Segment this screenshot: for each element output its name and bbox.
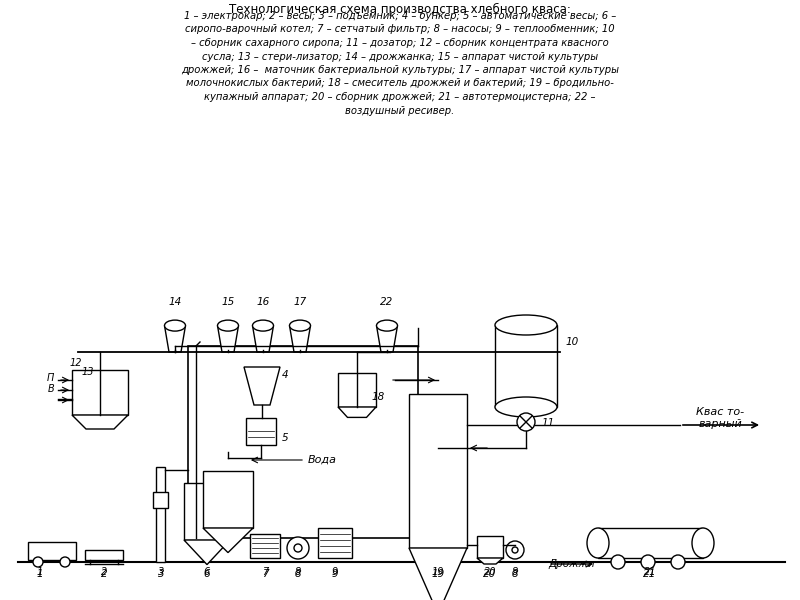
Text: 20: 20 <box>484 567 496 577</box>
Ellipse shape <box>377 320 398 331</box>
Polygon shape <box>184 482 230 540</box>
Bar <box>318 528 352 558</box>
Text: 9: 9 <box>332 567 338 577</box>
Text: 8: 8 <box>512 569 518 579</box>
Text: 9: 9 <box>332 569 338 579</box>
Text: воздушный ресивер.: воздушный ресивер. <box>346 106 454 115</box>
Circle shape <box>517 413 535 431</box>
Bar <box>246 418 276 445</box>
Polygon shape <box>244 367 280 405</box>
Ellipse shape <box>290 320 310 331</box>
Text: 20: 20 <box>483 569 497 579</box>
Text: молочнокислых бактерий; 18 – смеситель дрожжей и бактерий; 19 – бродильно-: молочнокислых бактерий; 18 – смеситель д… <box>186 79 614 88</box>
Polygon shape <box>218 326 238 352</box>
Text: 16: 16 <box>256 297 270 307</box>
Bar <box>250 534 280 558</box>
Text: 21: 21 <box>644 567 656 577</box>
Text: Технологическая схема производства хлебного кваса:: Технологическая схема производства хлебн… <box>229 3 571 16</box>
Text: дрожжей; 16 –  маточник бактериальной культуры; 17 – аппарат чистой культуры: дрожжей; 16 – маточник бактериальной кул… <box>181 65 619 75</box>
Ellipse shape <box>495 315 557 335</box>
Bar <box>495 325 557 407</box>
Text: 11: 11 <box>542 418 554 428</box>
Ellipse shape <box>165 320 186 331</box>
Circle shape <box>287 537 309 559</box>
Text: 18: 18 <box>371 392 385 402</box>
Text: 6: 6 <box>204 567 210 577</box>
Polygon shape <box>338 407 376 418</box>
Text: 1: 1 <box>37 567 43 577</box>
Text: В: В <box>47 384 54 394</box>
Bar <box>477 536 503 558</box>
Polygon shape <box>409 548 467 600</box>
Text: 22: 22 <box>380 297 394 307</box>
Bar <box>188 346 418 538</box>
Ellipse shape <box>253 320 274 331</box>
Polygon shape <box>165 326 186 352</box>
Text: 2: 2 <box>101 567 107 577</box>
Ellipse shape <box>692 528 714 558</box>
Ellipse shape <box>218 320 238 331</box>
Polygon shape <box>184 540 230 565</box>
Text: 21: 21 <box>643 569 657 579</box>
Polygon shape <box>253 326 274 352</box>
Text: 4: 4 <box>282 370 288 380</box>
Text: 6: 6 <box>204 569 210 579</box>
Text: 7: 7 <box>262 567 268 577</box>
Text: 19: 19 <box>431 569 445 579</box>
Bar <box>28 542 76 560</box>
Text: 3: 3 <box>158 569 164 579</box>
Text: 19: 19 <box>432 567 444 577</box>
Text: 8: 8 <box>512 567 518 577</box>
Polygon shape <box>477 558 503 564</box>
Text: 2: 2 <box>101 569 107 579</box>
Text: Вода: Вода <box>308 455 337 465</box>
Polygon shape <box>72 415 128 429</box>
Circle shape <box>512 547 518 553</box>
Text: 17: 17 <box>294 297 306 307</box>
Text: – сборник сахарного сиропа; 11 – дозатор; 12 – сборник концентрата квасного: – сборник сахарного сиропа; 11 – дозатор… <box>191 38 609 48</box>
Bar <box>85 550 123 560</box>
Bar <box>598 528 703 558</box>
Ellipse shape <box>587 528 609 558</box>
Bar <box>156 467 165 562</box>
Text: 3: 3 <box>158 567 164 577</box>
Text: Дрожжи: Дрожжи <box>548 559 594 569</box>
Polygon shape <box>290 326 310 352</box>
Text: 1: 1 <box>37 569 43 579</box>
Text: варный: варный <box>698 419 742 429</box>
Text: 1 – электрокар; 2 – весы; 3 – подъемник; 4 – бункер; 5 – автоматические весы; 6 : 1 – электрокар; 2 – весы; 3 – подъемник;… <box>184 11 616 21</box>
Circle shape <box>611 555 625 569</box>
Polygon shape <box>203 528 253 553</box>
Circle shape <box>294 544 302 552</box>
Bar <box>153 492 168 508</box>
Polygon shape <box>203 470 253 528</box>
Polygon shape <box>338 373 376 407</box>
Text: сусла; 13 – стери-лизатор; 14 – дрожжанка; 15 – аппарат чистой культуры: сусла; 13 – стери-лизатор; 14 – дрожжанк… <box>202 52 598 61</box>
Text: 13: 13 <box>82 367 94 377</box>
Text: 14: 14 <box>168 297 182 307</box>
Text: 8: 8 <box>294 569 302 579</box>
Text: 15: 15 <box>222 297 234 307</box>
Circle shape <box>60 557 70 567</box>
Circle shape <box>506 541 524 559</box>
Text: 5: 5 <box>282 433 288 443</box>
Text: купажный аппарат; 20 – сборник дрожжей; 21 – автотермоцистерна; 22 –: купажный аппарат; 20 – сборник дрожжей; … <box>204 92 596 102</box>
Text: П: П <box>46 373 54 383</box>
Ellipse shape <box>495 397 557 417</box>
Circle shape <box>671 555 685 569</box>
Text: 7: 7 <box>262 569 268 579</box>
Polygon shape <box>377 326 398 352</box>
Text: 8: 8 <box>295 567 301 577</box>
Circle shape <box>641 555 655 569</box>
Text: Квас то-: Квас то- <box>696 407 744 417</box>
Text: 10: 10 <box>566 337 579 347</box>
Circle shape <box>33 557 43 567</box>
Text: 12: 12 <box>70 358 82 368</box>
Text: сиропо-варочный котел; 7 – сетчатый фильтр; 8 – насосы; 9 – теплообменник; 10: сиропо-варочный котел; 7 – сетчатый филь… <box>185 25 615 34</box>
Polygon shape <box>72 370 128 415</box>
Polygon shape <box>409 394 467 548</box>
